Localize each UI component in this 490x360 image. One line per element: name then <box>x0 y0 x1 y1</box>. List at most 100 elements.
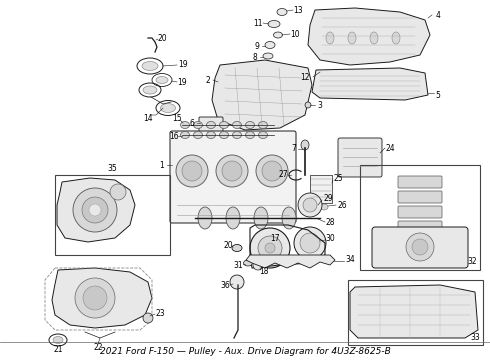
Text: 30: 30 <box>325 234 335 243</box>
Text: 31: 31 <box>233 261 243 270</box>
FancyBboxPatch shape <box>398 176 442 188</box>
Circle shape <box>305 102 311 108</box>
Ellipse shape <box>194 131 202 139</box>
Text: 24: 24 <box>385 144 395 153</box>
Text: 8: 8 <box>253 53 257 62</box>
Ellipse shape <box>206 122 216 129</box>
Text: 10: 10 <box>290 30 300 39</box>
Circle shape <box>303 198 317 212</box>
Circle shape <box>73 188 117 232</box>
Ellipse shape <box>206 131 216 139</box>
Circle shape <box>294 227 326 259</box>
Text: 27: 27 <box>278 170 288 179</box>
Ellipse shape <box>245 122 254 129</box>
Polygon shape <box>52 268 152 328</box>
Ellipse shape <box>254 207 268 229</box>
Ellipse shape <box>370 32 378 44</box>
Ellipse shape <box>273 32 283 38</box>
Bar <box>360 165 480 270</box>
Circle shape <box>176 155 208 187</box>
Text: 36: 36 <box>220 280 230 289</box>
Text: 19: 19 <box>178 59 188 68</box>
FancyBboxPatch shape <box>338 138 382 177</box>
FancyBboxPatch shape <box>398 221 442 233</box>
Text: 18: 18 <box>259 267 269 276</box>
Circle shape <box>250 228 290 268</box>
Circle shape <box>253 260 263 270</box>
Ellipse shape <box>348 32 356 44</box>
Circle shape <box>265 243 275 253</box>
Ellipse shape <box>268 21 280 27</box>
FancyBboxPatch shape <box>398 191 442 203</box>
Circle shape <box>222 161 242 181</box>
Text: 28: 28 <box>325 217 335 226</box>
Text: 15: 15 <box>172 113 182 122</box>
Ellipse shape <box>282 207 296 229</box>
Text: 1: 1 <box>160 161 164 170</box>
Ellipse shape <box>265 41 275 49</box>
Ellipse shape <box>220 122 228 129</box>
Circle shape <box>143 313 153 323</box>
Ellipse shape <box>226 207 240 229</box>
Text: 16: 16 <box>169 131 179 140</box>
Ellipse shape <box>263 53 273 59</box>
Ellipse shape <box>53 337 63 343</box>
FancyBboxPatch shape <box>398 206 442 218</box>
Ellipse shape <box>232 244 242 252</box>
Ellipse shape <box>232 122 242 129</box>
Text: 34: 34 <box>345 256 355 265</box>
Ellipse shape <box>277 9 287 15</box>
Ellipse shape <box>198 207 212 229</box>
Text: 4: 4 <box>436 10 441 19</box>
Ellipse shape <box>392 32 400 44</box>
Ellipse shape <box>301 140 309 150</box>
Bar <box>55 175 170 255</box>
Ellipse shape <box>142 62 158 71</box>
Circle shape <box>75 278 115 318</box>
Text: 3: 3 <box>318 100 322 109</box>
Text: 11: 11 <box>253 18 263 27</box>
FancyBboxPatch shape <box>170 131 296 223</box>
Polygon shape <box>312 68 428 100</box>
Ellipse shape <box>244 260 252 266</box>
Circle shape <box>110 184 126 200</box>
Ellipse shape <box>161 104 175 113</box>
Text: 12: 12 <box>300 72 310 81</box>
Text: 17: 17 <box>270 234 280 243</box>
Text: 33: 33 <box>470 333 480 342</box>
Circle shape <box>182 161 202 181</box>
Text: 2021 Ford F-150 — Pulley - Aux. Drive Diagram for 4U3Z-8625-B: 2021 Ford F-150 — Pulley - Aux. Drive Di… <box>99 346 391 356</box>
Ellipse shape <box>259 122 268 129</box>
Ellipse shape <box>180 131 190 139</box>
Circle shape <box>256 155 288 187</box>
Ellipse shape <box>320 204 328 210</box>
Text: 14: 14 <box>143 113 153 122</box>
Ellipse shape <box>245 131 254 139</box>
Text: 25: 25 <box>333 174 343 183</box>
Text: 9: 9 <box>255 41 259 50</box>
Text: 20: 20 <box>157 33 167 42</box>
Text: 2: 2 <box>206 76 210 85</box>
Ellipse shape <box>232 131 242 139</box>
Text: 29: 29 <box>323 194 333 202</box>
Text: 35: 35 <box>108 163 118 172</box>
Polygon shape <box>57 178 135 242</box>
FancyBboxPatch shape <box>199 117 223 133</box>
Text: 5: 5 <box>436 90 441 99</box>
Circle shape <box>406 233 434 261</box>
Circle shape <box>258 236 282 260</box>
Ellipse shape <box>220 131 228 139</box>
Circle shape <box>83 286 107 310</box>
Ellipse shape <box>143 86 157 94</box>
Circle shape <box>412 239 428 255</box>
Ellipse shape <box>326 32 334 44</box>
Text: 6: 6 <box>190 118 195 127</box>
Polygon shape <box>350 285 478 338</box>
Ellipse shape <box>180 122 190 129</box>
Ellipse shape <box>156 77 168 84</box>
Circle shape <box>216 155 248 187</box>
Circle shape <box>298 193 322 217</box>
Ellipse shape <box>312 202 320 208</box>
Bar <box>348 280 483 345</box>
FancyBboxPatch shape <box>372 227 468 268</box>
